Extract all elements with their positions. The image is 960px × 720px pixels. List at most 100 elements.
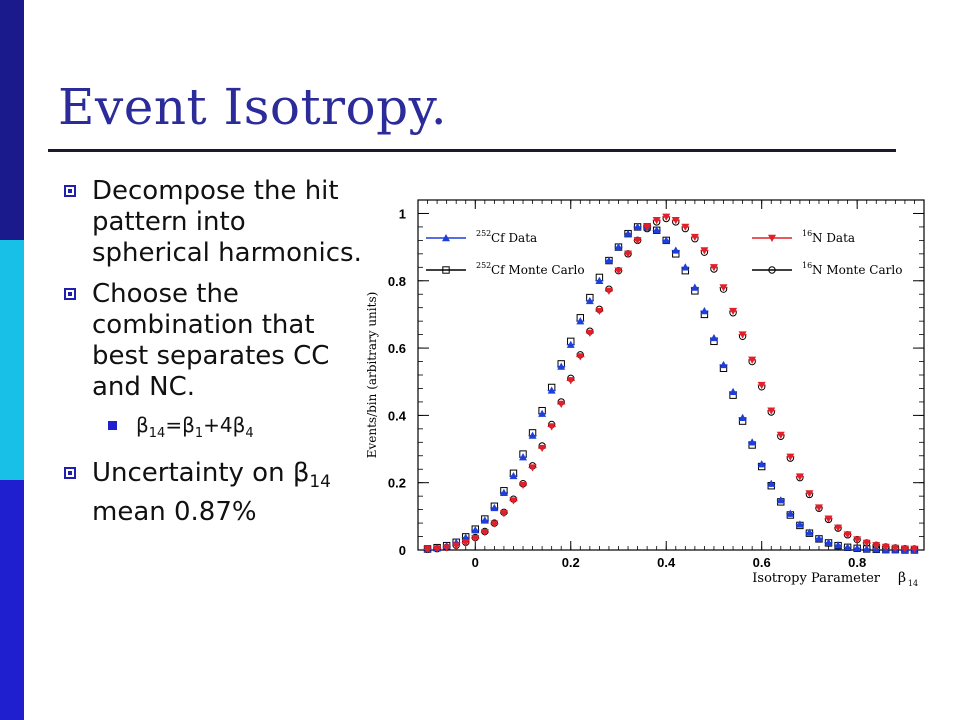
data-point bbox=[709, 264, 718, 272]
data-point bbox=[624, 229, 633, 237]
legend-marker bbox=[768, 266, 776, 274]
legend-label: N Monte Carlo bbox=[812, 263, 902, 277]
data-point bbox=[595, 276, 604, 284]
data-point bbox=[604, 256, 613, 264]
data-point bbox=[814, 504, 823, 512]
bullet-text: Choose the combination that best separat… bbox=[92, 279, 330, 402]
square-bullet-icon bbox=[64, 185, 76, 197]
x-axis-label: Isotropy Parameter bbox=[752, 571, 881, 586]
title-divider bbox=[48, 149, 896, 152]
data-point bbox=[519, 481, 528, 490]
square-bullet-icon bbox=[64, 467, 76, 479]
data-point bbox=[834, 541, 843, 549]
data-point bbox=[499, 510, 508, 518]
data-point bbox=[910, 545, 919, 553]
data-point bbox=[853, 536, 862, 544]
data-point bbox=[700, 247, 709, 255]
data-point bbox=[471, 526, 480, 534]
data-point bbox=[490, 520, 499, 528]
data-point bbox=[557, 362, 566, 370]
slide-title: Event Isotropy. bbox=[58, 78, 448, 136]
data-point bbox=[767, 479, 776, 487]
formula-text: β14=β1+4β4 bbox=[136, 413, 254, 441]
bullet-text: Decompose the hit pattern into spherical… bbox=[92, 176, 362, 268]
data-point bbox=[499, 488, 508, 496]
x-tick-label: 0 bbox=[472, 555, 479, 570]
data-point bbox=[662, 236, 671, 244]
data-point bbox=[652, 216, 661, 225]
data-point bbox=[862, 544, 871, 553]
data-point bbox=[862, 539, 871, 547]
data-point bbox=[786, 453, 795, 461]
legend-entry: 252 Cf Monte Carlo bbox=[426, 261, 585, 277]
data-point bbox=[824, 538, 833, 546]
data-point bbox=[643, 223, 652, 231]
data-point bbox=[442, 544, 451, 552]
bullet-text: Uncertainty on β14 mean 0.87% bbox=[92, 458, 331, 528]
data-point bbox=[547, 386, 556, 394]
data-point bbox=[690, 283, 699, 291]
data-point bbox=[881, 543, 890, 551]
data-point bbox=[576, 317, 585, 325]
legend-entry: 16 N Monte Carlo bbox=[752, 261, 902, 277]
bullet-item: Decompose the hit pattern into spherical… bbox=[62, 176, 362, 269]
data-point bbox=[729, 307, 738, 316]
legend-entry: 252 Cf Data bbox=[426, 229, 537, 245]
data-point bbox=[614, 243, 623, 251]
data-point bbox=[452, 542, 461, 550]
x-tick-label: 0.8 bbox=[848, 555, 866, 570]
data-point bbox=[576, 353, 585, 361]
data-point bbox=[776, 496, 785, 504]
data-point bbox=[480, 516, 489, 524]
data-point bbox=[652, 226, 661, 234]
data-point bbox=[814, 534, 823, 542]
data-point bbox=[824, 515, 833, 523]
data-point bbox=[633, 237, 642, 245]
x-axis-symbol-subscript: 14 bbox=[908, 579, 918, 588]
data-point bbox=[585, 329, 594, 337]
legend-superscript: 16 bbox=[802, 229, 812, 238]
legend-marker bbox=[768, 234, 776, 242]
data-point bbox=[547, 423, 556, 431]
data-point bbox=[786, 509, 795, 517]
data-point bbox=[471, 535, 480, 543]
data-point bbox=[461, 533, 470, 541]
data-point bbox=[795, 473, 804, 481]
bullet-list: Decompose the hit pattern into spherical… bbox=[62, 176, 362, 538]
data-point bbox=[566, 340, 575, 348]
data-point bbox=[805, 490, 814, 498]
data-point bbox=[423, 546, 432, 554]
data-point bbox=[843, 543, 852, 551]
data-point bbox=[519, 453, 528, 461]
data-point bbox=[738, 413, 747, 421]
bullet-item: Uncertainty on β14 mean 0.87% bbox=[62, 458, 362, 528]
data-point bbox=[795, 520, 804, 528]
bullet-item: Choose the combination that best separat… bbox=[62, 279, 362, 403]
data-point bbox=[748, 438, 757, 446]
data-point bbox=[681, 263, 690, 271]
y-tick-label: 1 bbox=[399, 206, 406, 221]
data-point bbox=[662, 213, 671, 221]
sub-bullet-item: β14=β1+4β4 bbox=[62, 413, 362, 446]
data-point bbox=[891, 544, 900, 552]
accent-bar-top bbox=[0, 0, 24, 240]
data-point bbox=[538, 444, 547, 453]
data-point bbox=[557, 400, 566, 408]
data-point bbox=[528, 431, 537, 439]
legend-entry: 16 N Data bbox=[752, 229, 855, 245]
data-point bbox=[748, 356, 757, 364]
legend-label: N Data bbox=[812, 231, 855, 245]
y-axis-label: Events/bin (arbitrary units) bbox=[365, 292, 379, 459]
x-tick-label: 0.2 bbox=[562, 555, 580, 570]
data-point bbox=[614, 267, 623, 275]
data-point bbox=[509, 471, 518, 480]
data-point bbox=[776, 431, 785, 439]
data-point bbox=[719, 284, 728, 292]
y-tick-label: 0.4 bbox=[388, 408, 407, 423]
data-point bbox=[585, 296, 594, 305]
data-point bbox=[566, 377, 575, 385]
y-tick-label: 0 bbox=[399, 543, 406, 558]
accent-bar-bottom bbox=[0, 480, 24, 720]
data-point bbox=[633, 222, 642, 231]
